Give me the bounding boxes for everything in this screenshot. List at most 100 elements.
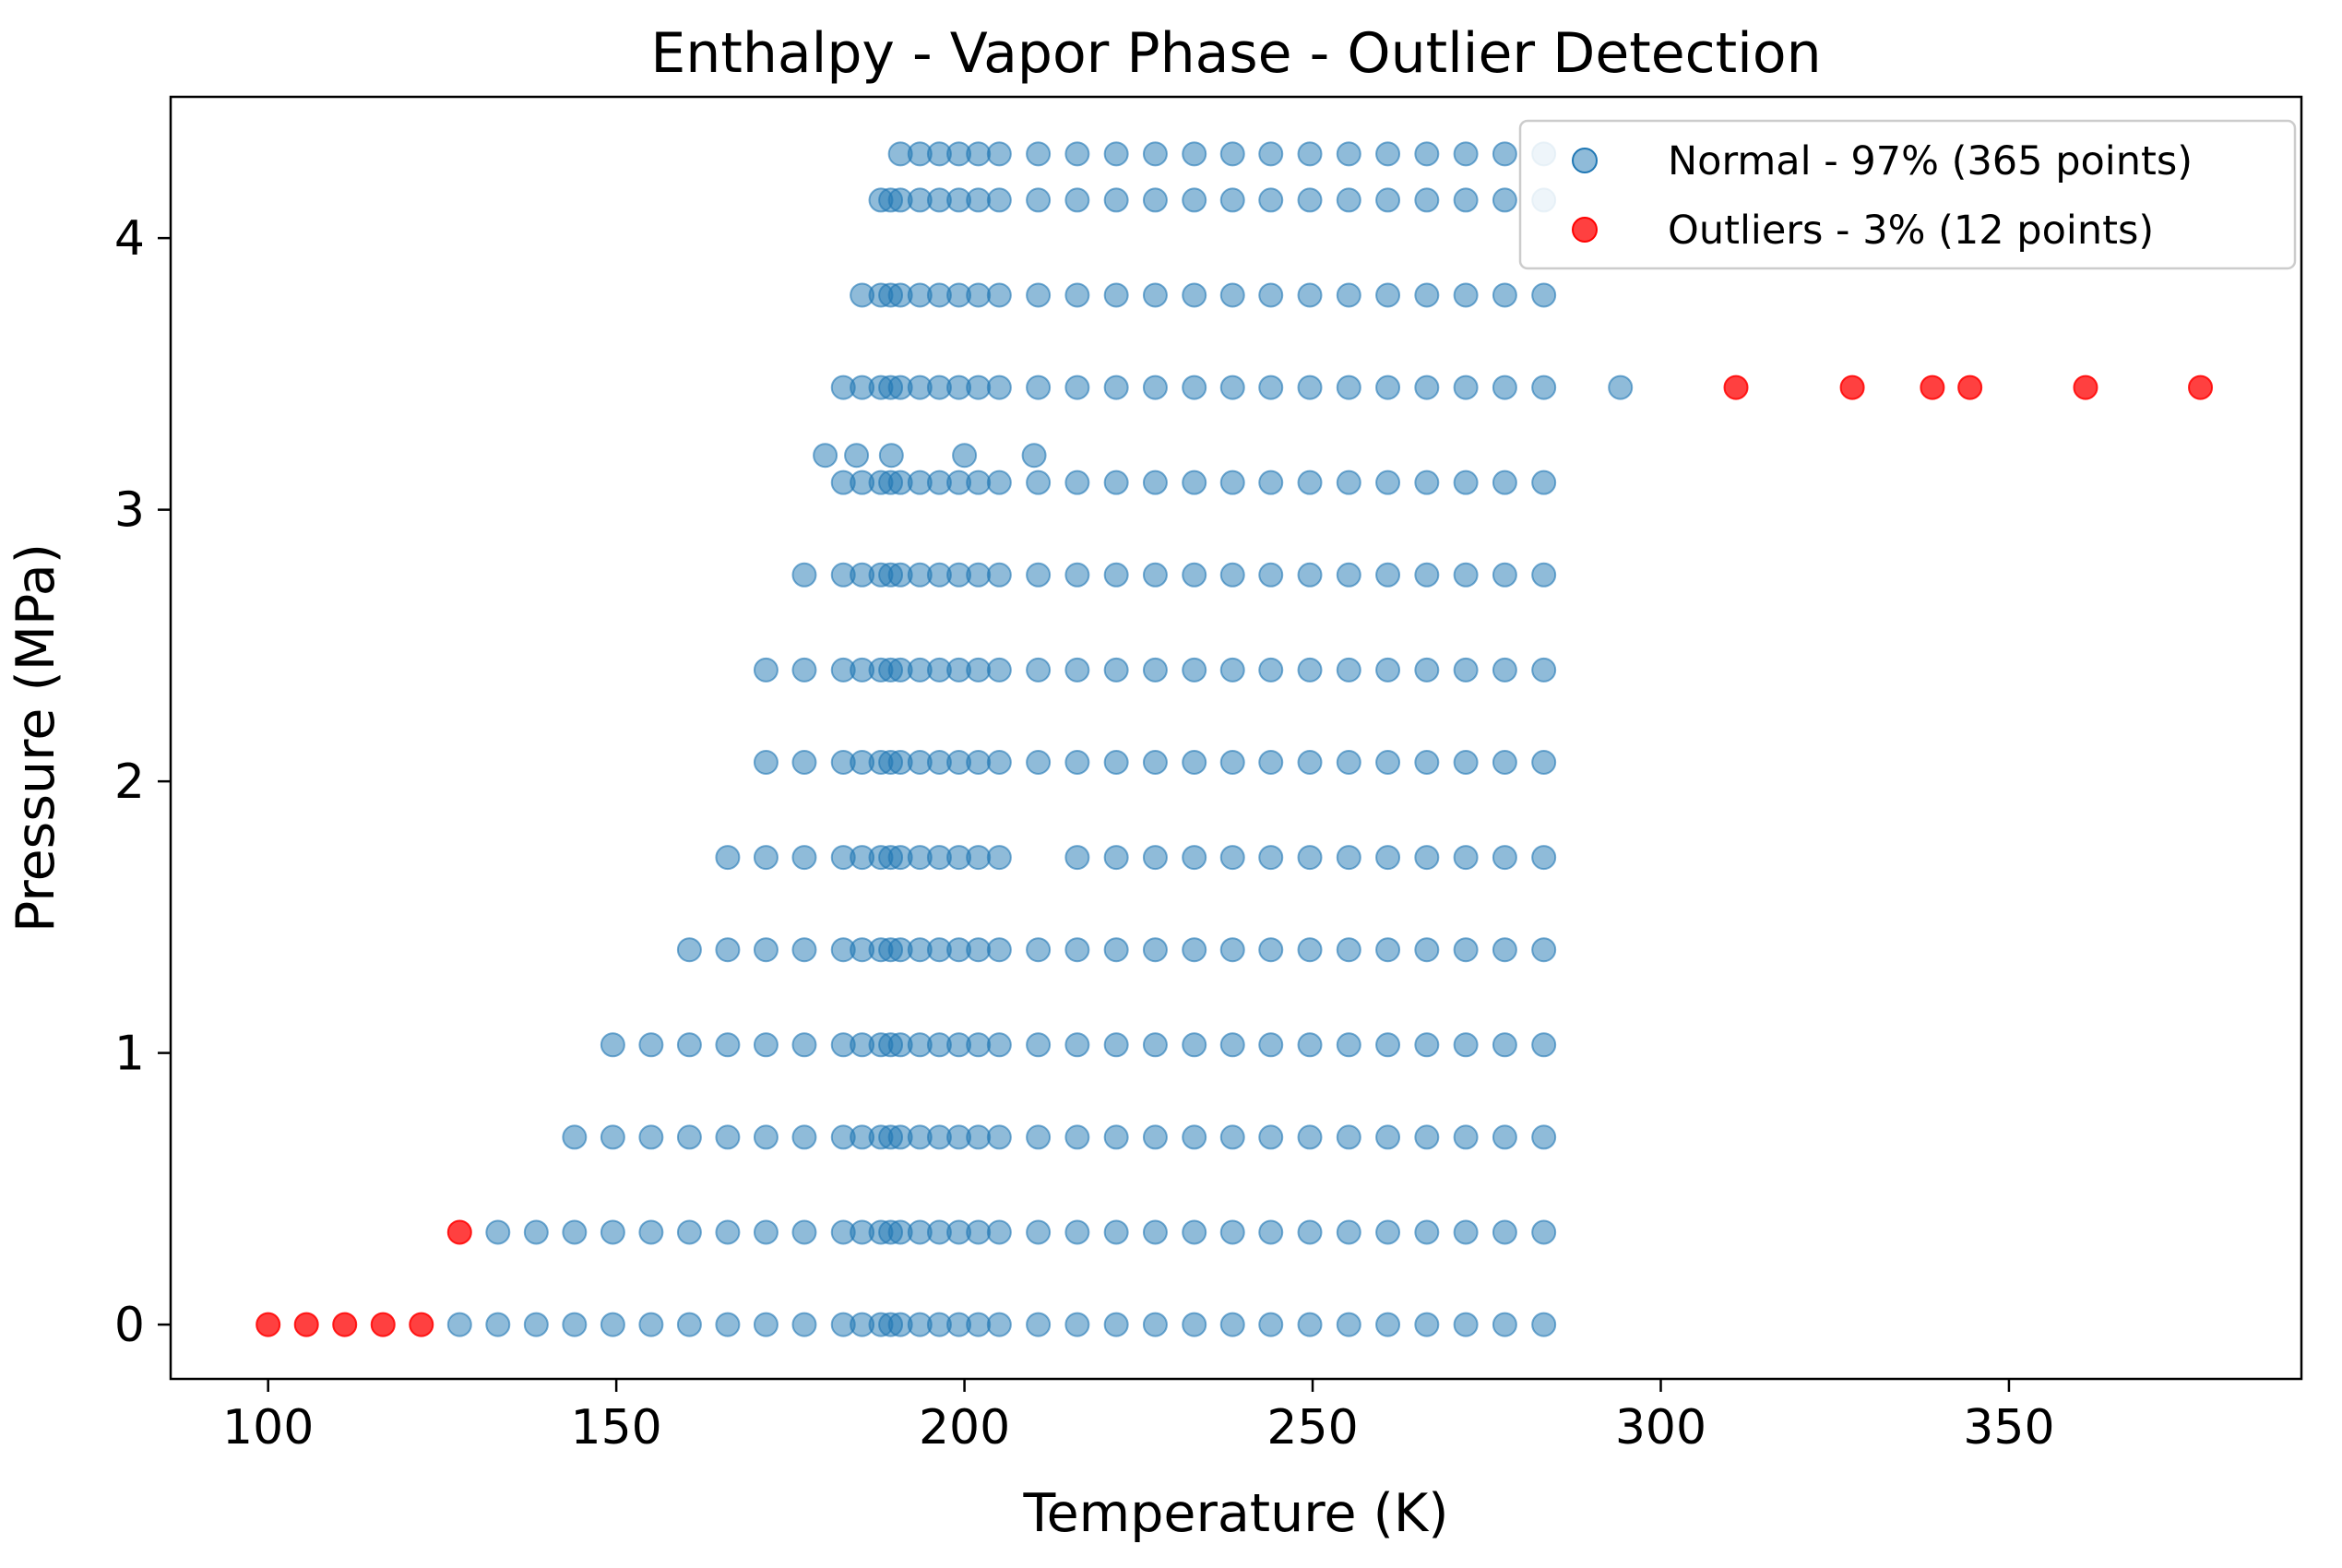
- normal-point: [715, 1032, 741, 1058]
- normal-point: [791, 1219, 817, 1245]
- normal-point: [1336, 282, 1361, 308]
- normal-point: [1297, 845, 1323, 871]
- normal-point: [1297, 1312, 1323, 1337]
- normal-point: [1103, 657, 1129, 683]
- normal-point: [791, 1032, 817, 1058]
- y-tick-label: 0: [114, 1298, 145, 1353]
- normal-point: [1414, 1219, 1440, 1245]
- normal-point: [1182, 1312, 1207, 1337]
- normal-point: [1026, 1219, 1052, 1245]
- normal-point: [878, 443, 904, 469]
- normal-point: [1182, 141, 1207, 167]
- normal-point: [1492, 937, 1517, 963]
- normal-point: [1375, 1219, 1401, 1245]
- normal-point: [1103, 750, 1129, 776]
- normal-point: [1219, 1312, 1245, 1337]
- normal-point: [1414, 750, 1440, 776]
- normal-point: [715, 937, 741, 963]
- normal-point: [638, 1312, 664, 1337]
- normal-point: [1103, 282, 1129, 308]
- normal-point: [966, 1032, 992, 1058]
- normal-point: [1064, 1124, 1090, 1150]
- normal-point: [1142, 282, 1168, 308]
- normal-point: [676, 937, 702, 963]
- normal-point: [1258, 657, 1284, 683]
- normal-point: [966, 750, 992, 776]
- normal-point: [791, 562, 817, 588]
- normal-point: [1531, 657, 1557, 683]
- normal-point: [1103, 1032, 1129, 1058]
- chart-title: Enthalpy - Vapor Phase - Outlier Detecti…: [650, 21, 1821, 86]
- normal-point: [1142, 1312, 1168, 1337]
- normal-point: [1336, 750, 1361, 776]
- normal-point: [1026, 1312, 1052, 1337]
- legend-label-normal: Normal - 97% (365 points): [1668, 138, 2193, 184]
- normal-point: [1453, 141, 1479, 167]
- normal-point: [1414, 1312, 1440, 1337]
- normal-point: [966, 937, 992, 963]
- normal-point: [1453, 562, 1479, 588]
- normal-point: [1142, 469, 1168, 495]
- normal-point: [1453, 1032, 1479, 1058]
- normal-point: [1142, 141, 1168, 167]
- normal-point: [1219, 1124, 1245, 1150]
- outlier-point: [2188, 374, 2214, 400]
- normal-point: [966, 374, 992, 400]
- outlier-point: [293, 1312, 319, 1337]
- normal-point: [1142, 1032, 1168, 1058]
- normal-point: [1258, 1219, 1284, 1245]
- normal-point: [1492, 750, 1517, 776]
- normal-point: [1182, 657, 1207, 683]
- normal-point: [966, 657, 992, 683]
- normal-point: [715, 1124, 741, 1150]
- normal-point: [676, 1219, 702, 1245]
- normal-point: [1375, 1032, 1401, 1058]
- normal-point: [1258, 845, 1284, 871]
- normal-point: [1219, 845, 1245, 871]
- normal-point: [1453, 937, 1479, 963]
- normal-point: [1021, 443, 1047, 469]
- normal-point: [1182, 187, 1207, 213]
- normal-point: [1531, 1032, 1557, 1058]
- normal-point: [638, 1124, 664, 1150]
- normal-point: [1142, 1124, 1168, 1150]
- normal-point: [1531, 937, 1557, 963]
- normal-point: [1375, 845, 1401, 871]
- normal-point: [1297, 187, 1323, 213]
- normal-point: [791, 657, 817, 683]
- normal-point: [1492, 141, 1517, 167]
- normal-point: [813, 443, 838, 469]
- normal-point: [1258, 374, 1284, 400]
- normal-point: [1142, 937, 1168, 963]
- normal-point: [1219, 374, 1245, 400]
- normal-point: [1608, 374, 1634, 400]
- normal-point: [1336, 562, 1361, 588]
- normal-point: [1531, 1312, 1557, 1337]
- normal-point: [1182, 845, 1207, 871]
- x-tick-label: 350: [1963, 1400, 2054, 1455]
- normal-point: [1531, 845, 1557, 871]
- normal-point: [1297, 1124, 1323, 1150]
- normal-point: [1064, 141, 1090, 167]
- normal-point: [1026, 282, 1052, 308]
- normal-point: [1103, 562, 1129, 588]
- data-points: [256, 141, 2214, 1337]
- normal-point: [986, 657, 1012, 683]
- normal-point: [1531, 374, 1557, 400]
- normal-point: [1182, 562, 1207, 588]
- normal-point: [1064, 845, 1090, 871]
- normal-point: [600, 1219, 625, 1245]
- normal-point: [753, 845, 779, 871]
- normal-point: [1297, 374, 1323, 400]
- normal-point: [1258, 562, 1284, 588]
- normal-point: [1375, 469, 1401, 495]
- normal-point: [1182, 374, 1207, 400]
- normal-point: [1375, 750, 1401, 776]
- normal-point: [1258, 141, 1284, 167]
- normal-point: [966, 187, 992, 213]
- normal-point: [1103, 374, 1129, 400]
- normal-point: [1492, 1219, 1517, 1245]
- normal-point: [966, 141, 992, 167]
- normal-point: [1258, 1312, 1284, 1337]
- normal-point: [1182, 1124, 1207, 1150]
